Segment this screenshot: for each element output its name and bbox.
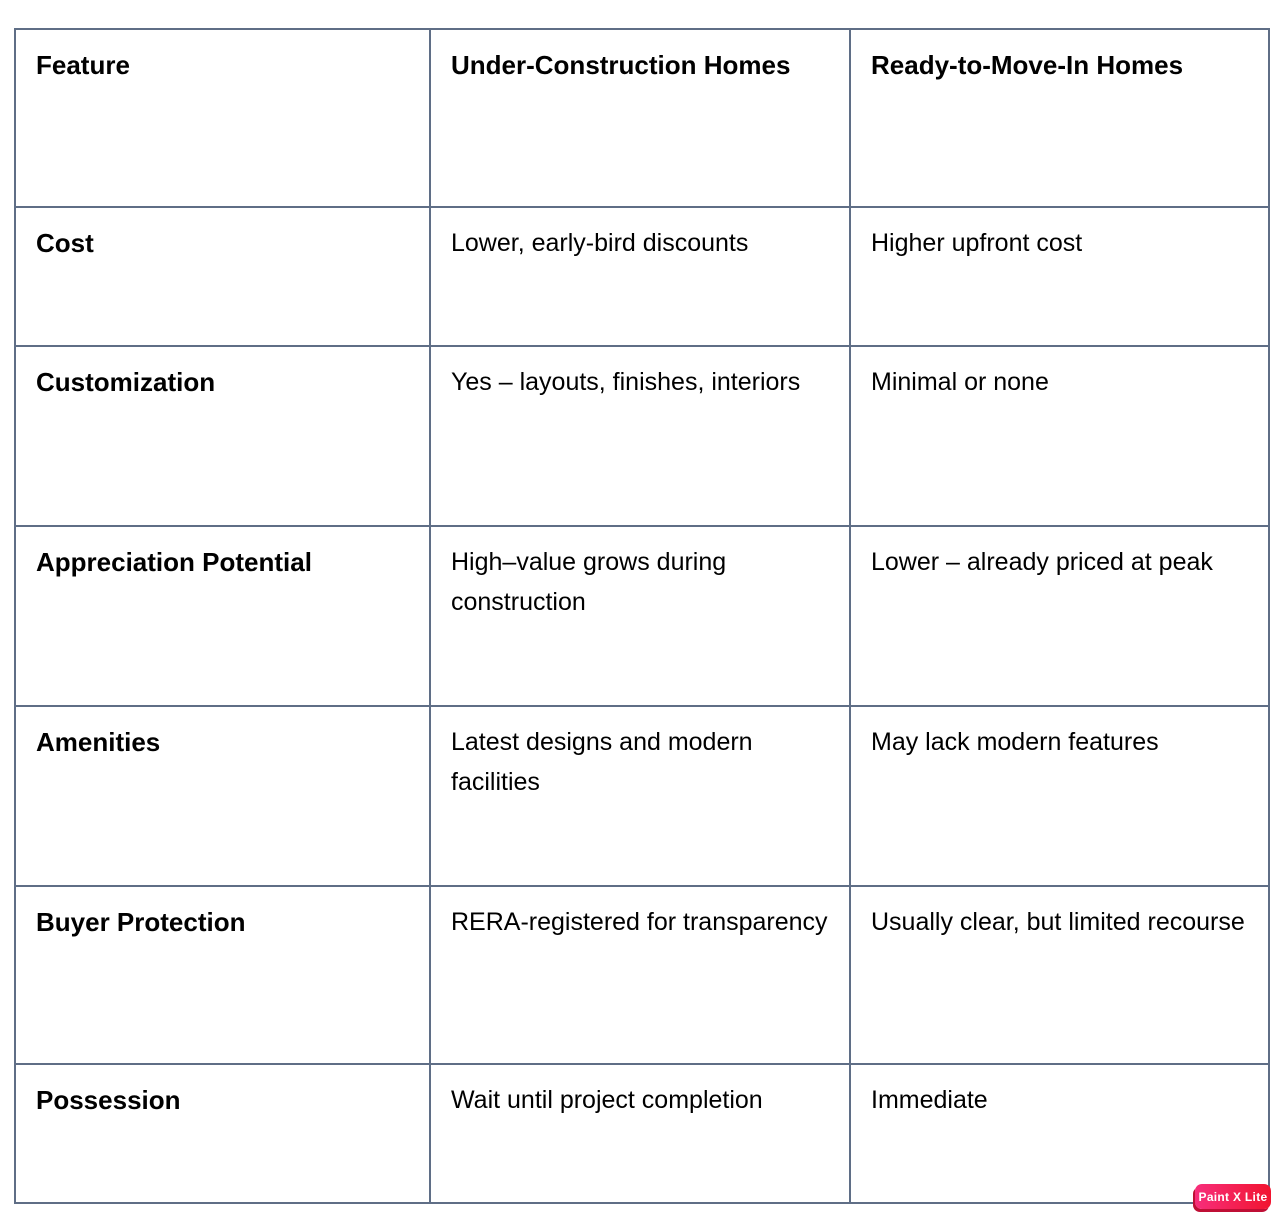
cell-appreciation-ready-to-move: Lower – already priced at peak (849, 525, 1270, 707)
row-label-cost: Cost (14, 206, 431, 347)
table-row: Buyer Protection RERA-registered for tra… (14, 885, 1270, 1065)
column-header-under-construction: Under-Construction Homes (429, 28, 851, 208)
cell-appreciation-under-construction: High–value grows during construction (429, 525, 851, 707)
table-row: Appreciation Potential High–value grows … (14, 525, 1270, 707)
row-label-buyer-protection: Buyer Protection (14, 885, 431, 1065)
column-header-ready-to-move: Ready-to-Move-In Homes (849, 28, 1270, 208)
paint-x-lite-watermark-badge: Paint X Lite (1195, 1184, 1271, 1209)
row-label-appreciation-potential: Appreciation Potential (14, 525, 431, 707)
row-label-possession: Possession (14, 1063, 431, 1204)
table-row: Possession Wait until project completion… (14, 1063, 1270, 1204)
row-label-customization: Customization (14, 345, 431, 527)
cell-possession-ready-to-move: Immediate (849, 1063, 1270, 1204)
cell-buyer-protection-ready-to-move: Usually clear, but limited recourse (849, 885, 1270, 1065)
watermark-label: Paint X Lite (1198, 1189, 1268, 1204)
cell-cost-ready-to-move: Higher upfront cost (849, 206, 1270, 347)
cell-customization-ready-to-move: Minimal or none (849, 345, 1270, 527)
table-row: Cost Lower, early-bird discounts Higher … (14, 206, 1270, 347)
comparison-table: Feature Under-Construction Homes Ready-t… (14, 28, 1270, 1204)
row-label-amenities: Amenities (14, 705, 431, 887)
cell-possession-under-construction: Wait until project completion (429, 1063, 851, 1204)
cell-buyer-protection-under-construction: RERA-registered for transparency (429, 885, 851, 1065)
table-header-row: Feature Under-Construction Homes Ready-t… (14, 28, 1270, 208)
table-row: Amenities Latest designs and modern faci… (14, 705, 1270, 887)
cell-customization-under-construction: Yes – layouts, finishes, interiors (429, 345, 851, 527)
column-header-feature: Feature (14, 28, 431, 208)
table-row: Customization Yes – layouts, finishes, i… (14, 345, 1270, 527)
cell-amenities-under-construction: Latest designs and modern facilities (429, 705, 851, 887)
cell-cost-under-construction: Lower, early-bird discounts (429, 206, 851, 347)
cell-amenities-ready-to-move: May lack modern features (849, 705, 1270, 887)
